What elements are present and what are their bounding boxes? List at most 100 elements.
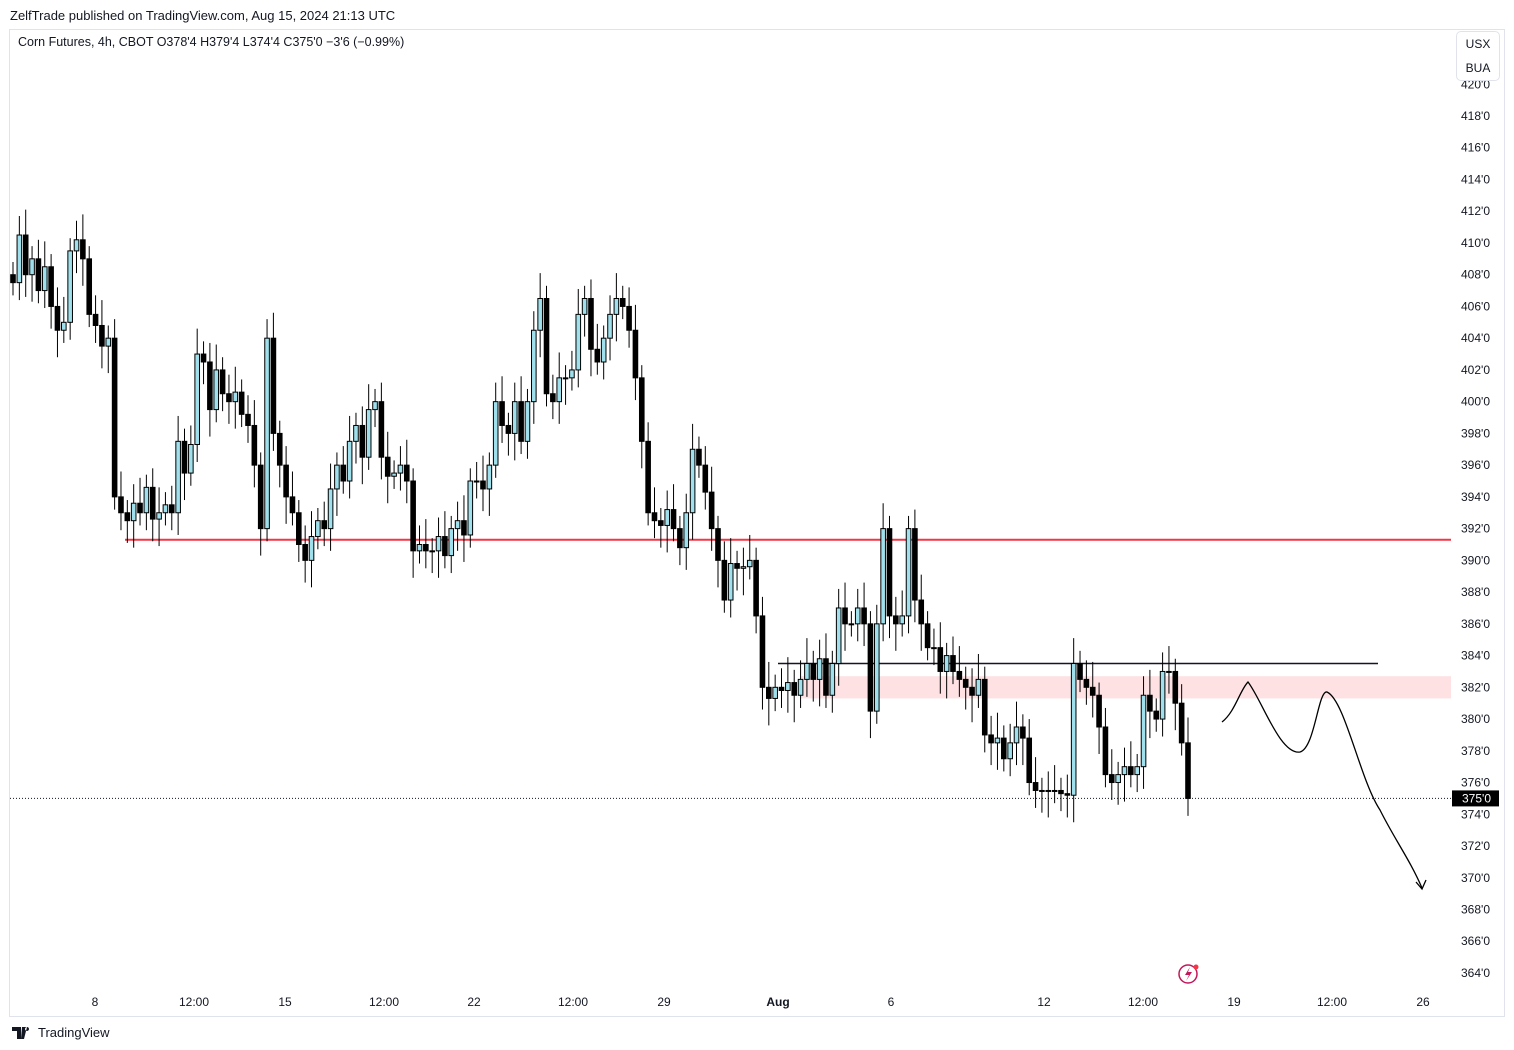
candle-down	[480, 480, 486, 490]
candle-up	[1121, 766, 1128, 776]
candle-down	[200, 353, 207, 363]
candle-up	[448, 528, 455, 557]
candle-down	[226, 393, 232, 403]
candle-up	[575, 313, 582, 371]
candle-up	[397, 464, 404, 474]
candle-down	[461, 520, 467, 536]
y-tick-label: 372'0	[1461, 839, 1490, 853]
x-tick-label: 12:00	[369, 995, 399, 1009]
y-tick-label: 370'0	[1461, 871, 1490, 885]
y-tick-label: 368'0	[1461, 903, 1490, 917]
candle-down	[594, 348, 601, 363]
candle-up	[467, 480, 474, 536]
candle-up	[194, 353, 200, 446]
y-tick-label: 412'0	[1461, 204, 1490, 218]
candle-down	[22, 234, 29, 276]
candle-down	[403, 464, 410, 482]
candle-down	[54, 305, 61, 331]
candle-down	[1102, 726, 1109, 776]
unit-usx[interactable]: USX	[1465, 37, 1491, 51]
candle-up	[931, 647, 937, 650]
y-tick-label: 414'0	[1461, 172, 1490, 186]
candle-down	[588, 298, 594, 350]
candle-down	[251, 424, 258, 466]
candle-up	[454, 520, 461, 530]
candle-down	[99, 324, 105, 347]
candle-down	[759, 615, 766, 688]
candle-up	[365, 409, 372, 458]
candle-up	[1070, 663, 1077, 796]
candle-down	[35, 258, 42, 292]
x-tick-label: 19	[1227, 995, 1241, 1009]
candle-down	[867, 623, 874, 712]
candle-down	[1147, 694, 1153, 712]
x-tick-label: 15	[278, 995, 292, 1009]
candle-up	[1007, 742, 1013, 760]
unit-selector[interactable]: USX BUA	[1456, 31, 1500, 81]
candle-up	[353, 424, 359, 442]
candle-up	[854, 607, 861, 625]
candle-down	[149, 486, 156, 520]
candle-up	[492, 401, 499, 466]
candle-down	[168, 504, 175, 514]
candle-up	[1045, 789, 1052, 792]
candle-down	[918, 599, 925, 625]
candle-down	[886, 528, 893, 617]
candle-up	[391, 472, 397, 477]
candle-down	[1153, 710, 1160, 720]
candle-down	[1020, 726, 1026, 739]
candle-down	[1128, 766, 1134, 776]
event-dot	[1193, 964, 1199, 970]
candle-down	[245, 413, 251, 426]
candle-down	[823, 658, 829, 696]
candle-down	[1001, 737, 1007, 760]
brand-name: TradingView	[38, 1025, 110, 1040]
candle-down	[766, 686, 772, 699]
candle-down	[86, 258, 93, 315]
candle-down	[384, 456, 391, 477]
candle-down	[1108, 774, 1115, 784]
candle-up	[880, 528, 886, 625]
candle-down	[238, 391, 245, 415]
candle-down	[410, 480, 416, 552]
y-tick-label: 392'0	[1461, 522, 1490, 536]
candle-up	[797, 678, 804, 696]
candle-up	[105, 337, 112, 347]
candle-up	[29, 258, 35, 276]
y-tick-label: 394'0	[1461, 490, 1490, 504]
candle-down	[626, 305, 632, 331]
x-tick-label: 12:00	[179, 995, 209, 1009]
candle-up	[664, 509, 670, 526]
candle-down	[1089, 686, 1096, 696]
candle-up	[785, 682, 791, 691]
candle-down	[296, 512, 302, 545]
candle-up	[613, 298, 620, 315]
y-tick-label: 382'0	[1461, 680, 1490, 694]
projection-path	[1221, 681, 1423, 889]
candle-down	[1026, 737, 1033, 784]
candle-down	[340, 464, 347, 482]
candle-up	[486, 464, 493, 490]
x-tick-label: 29	[657, 995, 671, 1009]
candle-down	[499, 401, 505, 426]
candle-up	[232, 391, 239, 403]
candle-down	[950, 655, 956, 672]
x-tick-label: 12:00	[1128, 995, 1158, 1009]
x-tick-label: 12:00	[1317, 995, 1347, 1009]
candle-down	[619, 298, 626, 307]
y-tick-label: 388'0	[1461, 585, 1490, 599]
candle-down	[791, 682, 798, 696]
candle-up	[569, 369, 575, 379]
candle-down	[378, 401, 385, 458]
unit-bua[interactable]: BUA	[1465, 61, 1491, 75]
candle-down	[1077, 663, 1083, 680]
x-tick-label: 22	[467, 995, 481, 1009]
candle-up	[835, 607, 842, 665]
y-tick-label: 404'0	[1461, 331, 1490, 345]
y-tick-label: 410'0	[1461, 236, 1490, 250]
candle-down	[550, 393, 556, 403]
candle-down	[778, 686, 785, 691]
candle-down	[962, 678, 969, 688]
candle-up	[61, 321, 67, 331]
